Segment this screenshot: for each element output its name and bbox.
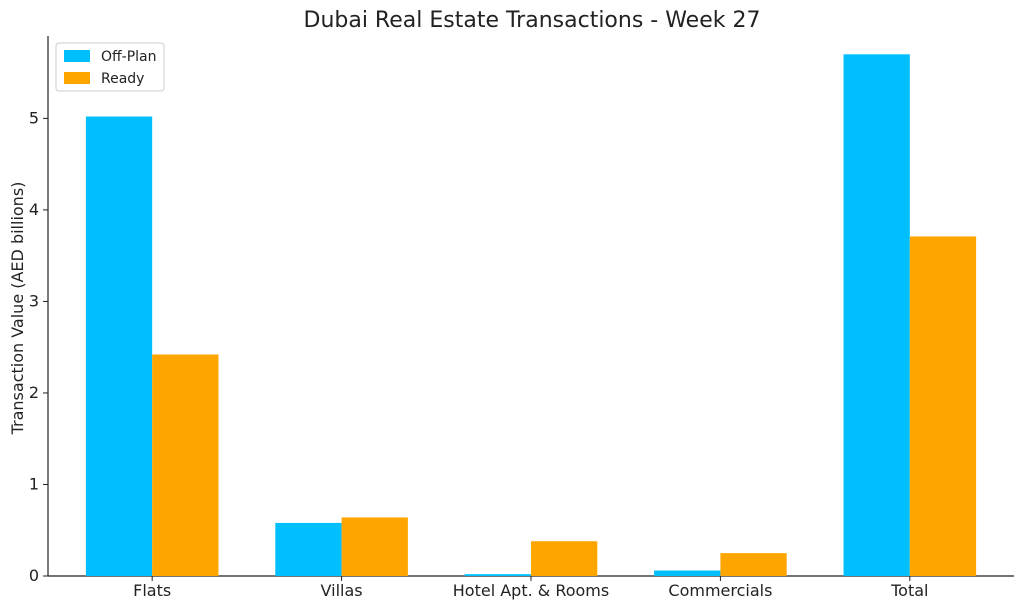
bar-off-plan-total: [843, 54, 910, 577]
y-tick-label: 2: [29, 383, 39, 402]
y-ticks-group: 0 1 2 3 4 5: [29, 108, 48, 585]
y-tick-label: 3: [29, 291, 39, 310]
bar-ready-commercials: [720, 553, 787, 576]
y-tick-label: 1: [29, 474, 39, 493]
chart-title: Dubai Real Estate Transactions - Week 27: [304, 8, 761, 33]
x-tick-label: Hotel Apt. & Rooms: [453, 581, 609, 600]
legend-label-ready: Ready: [101, 71, 144, 87]
bar-ready-villas: [341, 517, 408, 576]
bars-group: [85, 54, 977, 577]
bar-ready-total: [909, 236, 977, 576]
bar-ready-flats: [152, 354, 219, 576]
plot-area: 0 1 2 3 4 5 Flats Villas Hotel Apt. & Rooms Comm…: [29, 36, 1014, 600]
y-axis-label: Transaction Value (AED billions): [8, 182, 27, 436]
bar-off-plan-villas: [275, 522, 342, 576]
legend-swatch-ready: [64, 72, 90, 84]
y-tick-label: 5: [29, 108, 39, 127]
bar-off-plan-flats: [85, 116, 153, 577]
bar-off-plan-hotel-apt-rooms: [464, 574, 531, 576]
y-tick-label: 4: [29, 200, 39, 219]
x-tick-label: Flats: [133, 581, 171, 600]
legend-swatch-off-plan: [64, 50, 90, 62]
legend: Off-Plan Ready: [55, 42, 165, 92]
x-tick-label: Villas: [321, 581, 363, 600]
legend-label-off-plan: Off-Plan: [101, 49, 157, 65]
x-ticks-group: Flats Villas Hotel Apt. & Rooms Commercials…: [133, 576, 929, 600]
x-tick-label: Commercials: [668, 581, 772, 600]
x-tick-label: Total: [890, 581, 928, 600]
y-tick-label: 0: [29, 566, 39, 585]
bar-off-plan-commercials: [654, 570, 721, 576]
bar-ready-hotel-apt-rooms: [531, 541, 598, 576]
